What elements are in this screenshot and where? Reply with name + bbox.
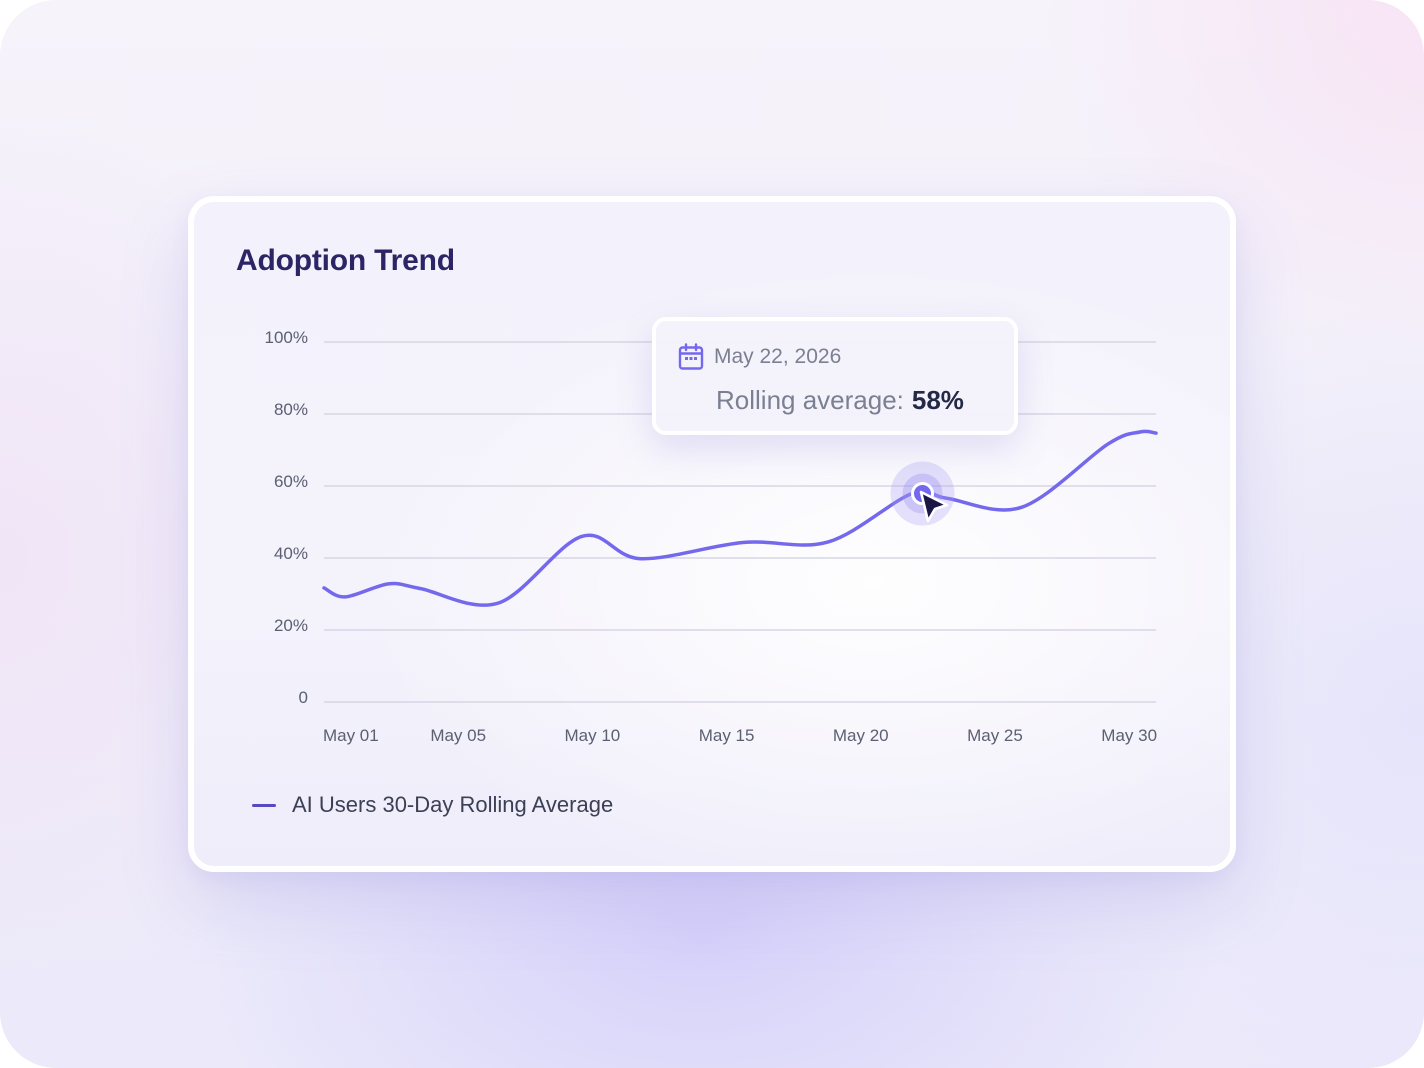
x-axis-ticks: May 01 May 05 May 10 May 15 May 20 May 25 May … bbox=[323, 726, 1157, 745]
tooltip: May 22, 2026 Rolling average: 58% bbox=[652, 317, 1018, 435]
line-chart: 100%80%60%40%20%0 May 01 May 05 May 10 May … bbox=[265, 328, 1158, 745]
x-tick-label: May 05 bbox=[430, 726, 486, 745]
calendar-icon bbox=[678, 343, 704, 370]
chart-title: Adoption Trend bbox=[236, 244, 455, 277]
mouse-pointer-icon bbox=[919, 490, 949, 523]
y-tick-label: 40% bbox=[274, 544, 308, 563]
y-tick-label: 0 bbox=[299, 688, 308, 707]
y-tick-label: 100% bbox=[265, 328, 308, 347]
tooltip-value: 58% bbox=[911, 385, 964, 415]
tooltip-date-row: May 22, 2026 bbox=[678, 343, 841, 371]
y-axis-ticks: 100% 80% 60% 40% 20% 0 bbox=[265, 328, 308, 707]
series-layer bbox=[322, 429, 1158, 607]
x-tick-label: May 20 bbox=[833, 726, 889, 745]
x-tick-label: May 25 bbox=[967, 726, 1023, 745]
tooltip-date: May 22, 2026 bbox=[714, 345, 842, 368]
tooltip-value-row: Rolling average: 58% bbox=[716, 385, 964, 416]
y-tick-label: 20% bbox=[274, 616, 308, 635]
legend: AI Users 30-Day Rolling Average bbox=[252, 792, 613, 818]
y-tick-label: 80% bbox=[274, 400, 308, 419]
series-line-0 bbox=[322, 429, 1158, 607]
legend-label: AI Users 30-Day Rolling Average bbox=[292, 792, 614, 817]
x-tick-label: May 15 bbox=[699, 726, 755, 745]
chart-card: Adoption Trend 100% 80% 60% 40% 20% 0 May 01 M… bbox=[188, 196, 1236, 872]
x-tick-label: May 30 bbox=[1101, 726, 1157, 745]
legend-swatch bbox=[252, 803, 276, 807]
x-tick-label: May 01 bbox=[323, 726, 379, 745]
x-tick-label: May 10 bbox=[565, 726, 621, 745]
tooltip-label: Rolling average: bbox=[716, 385, 904, 415]
y-tick-label: 60% bbox=[274, 472, 308, 491]
